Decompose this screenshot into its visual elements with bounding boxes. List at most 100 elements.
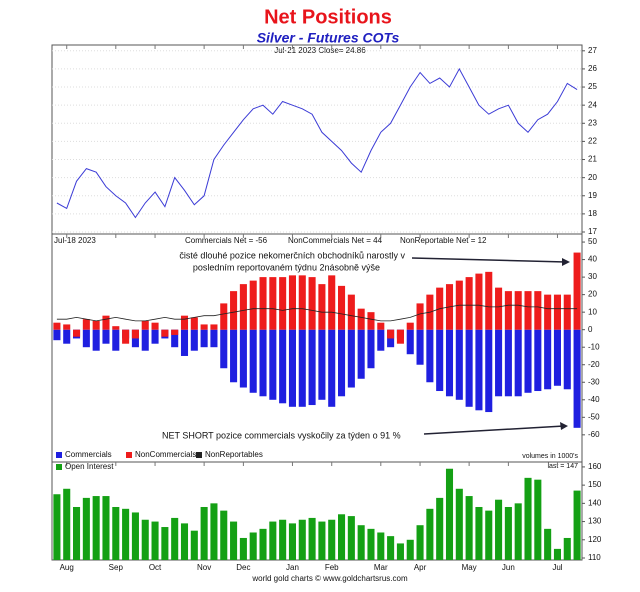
bar bbox=[504, 329, 512, 397]
bar bbox=[171, 329, 179, 335]
y-tick-label: 18 bbox=[588, 209, 597, 218]
bar bbox=[200, 329, 208, 348]
bar bbox=[63, 329, 71, 344]
bar bbox=[495, 329, 503, 397]
bar bbox=[465, 277, 473, 330]
bar bbox=[387, 329, 395, 348]
x-tick-label: Mar bbox=[374, 563, 388, 572]
y-tick-label: 30 bbox=[588, 272, 597, 281]
bar bbox=[259, 277, 267, 330]
bar bbox=[544, 528, 552, 560]
bar bbox=[92, 496, 100, 560]
bar bbox=[180, 315, 189, 330]
x-tick-label: Apr bbox=[414, 563, 427, 572]
x-tick-label: Jun bbox=[502, 563, 515, 572]
bar bbox=[53, 322, 61, 330]
y-tick-label: 40 bbox=[588, 255, 597, 264]
bar bbox=[357, 308, 365, 330]
bar bbox=[259, 329, 267, 397]
bar bbox=[328, 519, 336, 560]
bar bbox=[180, 329, 189, 356]
bar bbox=[288, 275, 296, 330]
annotation: čisté dlouhé pozice nekomerčních obchodn… bbox=[179, 250, 405, 260]
bar bbox=[151, 521, 159, 560]
bar bbox=[220, 303, 228, 330]
arrow-head bbox=[562, 258, 570, 266]
bar bbox=[308, 329, 316, 406]
bar bbox=[63, 488, 71, 560]
bar bbox=[230, 521, 238, 560]
legend-swatch bbox=[56, 452, 62, 458]
bar bbox=[318, 284, 326, 330]
bar bbox=[288, 523, 296, 560]
y-tick-label: 120 bbox=[588, 535, 602, 544]
bar bbox=[553, 548, 561, 560]
bar bbox=[102, 496, 110, 560]
bar bbox=[445, 468, 454, 560]
bar bbox=[318, 329, 326, 400]
bar bbox=[396, 329, 404, 344]
bar bbox=[102, 315, 110, 330]
y-tick-label: -60 bbox=[588, 430, 600, 439]
bar bbox=[514, 329, 522, 397]
arrow bbox=[411, 257, 567, 263]
bar bbox=[573, 490, 581, 560]
bar bbox=[249, 280, 257, 330]
bar bbox=[338, 329, 346, 397]
bar bbox=[563, 537, 571, 560]
legend-label: NonReportables bbox=[205, 450, 263, 459]
legend-label: Commercials bbox=[65, 450, 112, 459]
y-tick-label: 23 bbox=[588, 118, 597, 127]
bar bbox=[210, 503, 218, 560]
title: Net Positions bbox=[264, 6, 392, 28]
bar bbox=[524, 329, 532, 393]
y-tick-label: 110 bbox=[588, 553, 601, 562]
bar bbox=[102, 329, 110, 344]
bar bbox=[122, 329, 130, 344]
footer: world gold charts © www.goldchartsrus.co… bbox=[251, 574, 408, 583]
bar bbox=[112, 506, 120, 560]
x-tick-label: Feb bbox=[325, 563, 339, 572]
bar bbox=[514, 503, 522, 560]
legend-label: NonCommercials bbox=[135, 450, 196, 459]
bar bbox=[269, 277, 277, 330]
bar bbox=[298, 329, 306, 407]
bar bbox=[534, 291, 542, 330]
bar bbox=[347, 294, 355, 330]
x-tick-label: Jul bbox=[552, 563, 562, 572]
bar bbox=[553, 294, 561, 330]
bar bbox=[220, 329, 228, 369]
bar bbox=[573, 329, 581, 428]
x-tick-label: Dec bbox=[236, 563, 250, 572]
bar bbox=[200, 506, 208, 560]
annotation: posledním reportovaném týdnu 2násobně vý… bbox=[193, 262, 380, 272]
bar bbox=[416, 303, 424, 330]
bar bbox=[63, 324, 71, 330]
y-tick-label: -40 bbox=[588, 395, 600, 404]
bar bbox=[298, 275, 306, 330]
bar bbox=[298, 519, 306, 560]
bar bbox=[563, 329, 571, 390]
bar bbox=[504, 291, 512, 330]
y-tick-label: 20 bbox=[588, 290, 597, 299]
bar bbox=[524, 477, 532, 560]
bar bbox=[347, 329, 355, 388]
bar bbox=[475, 506, 483, 560]
bar bbox=[367, 329, 375, 369]
bar bbox=[112, 329, 120, 351]
bar bbox=[357, 525, 365, 560]
x-tick-label: Nov bbox=[197, 563, 211, 572]
y-tick-label: 160 bbox=[588, 462, 602, 471]
bar bbox=[171, 517, 179, 560]
y-tick-label: 130 bbox=[588, 517, 602, 526]
bar bbox=[82, 329, 90, 348]
bar bbox=[131, 512, 139, 560]
bar bbox=[308, 277, 316, 330]
bar bbox=[269, 329, 277, 400]
legend-label: Open Interest bbox=[65, 462, 114, 471]
bar bbox=[122, 508, 130, 560]
bar bbox=[279, 519, 287, 560]
last-note: last = 147 bbox=[547, 463, 578, 470]
bar bbox=[426, 329, 434, 383]
bar bbox=[455, 488, 463, 560]
